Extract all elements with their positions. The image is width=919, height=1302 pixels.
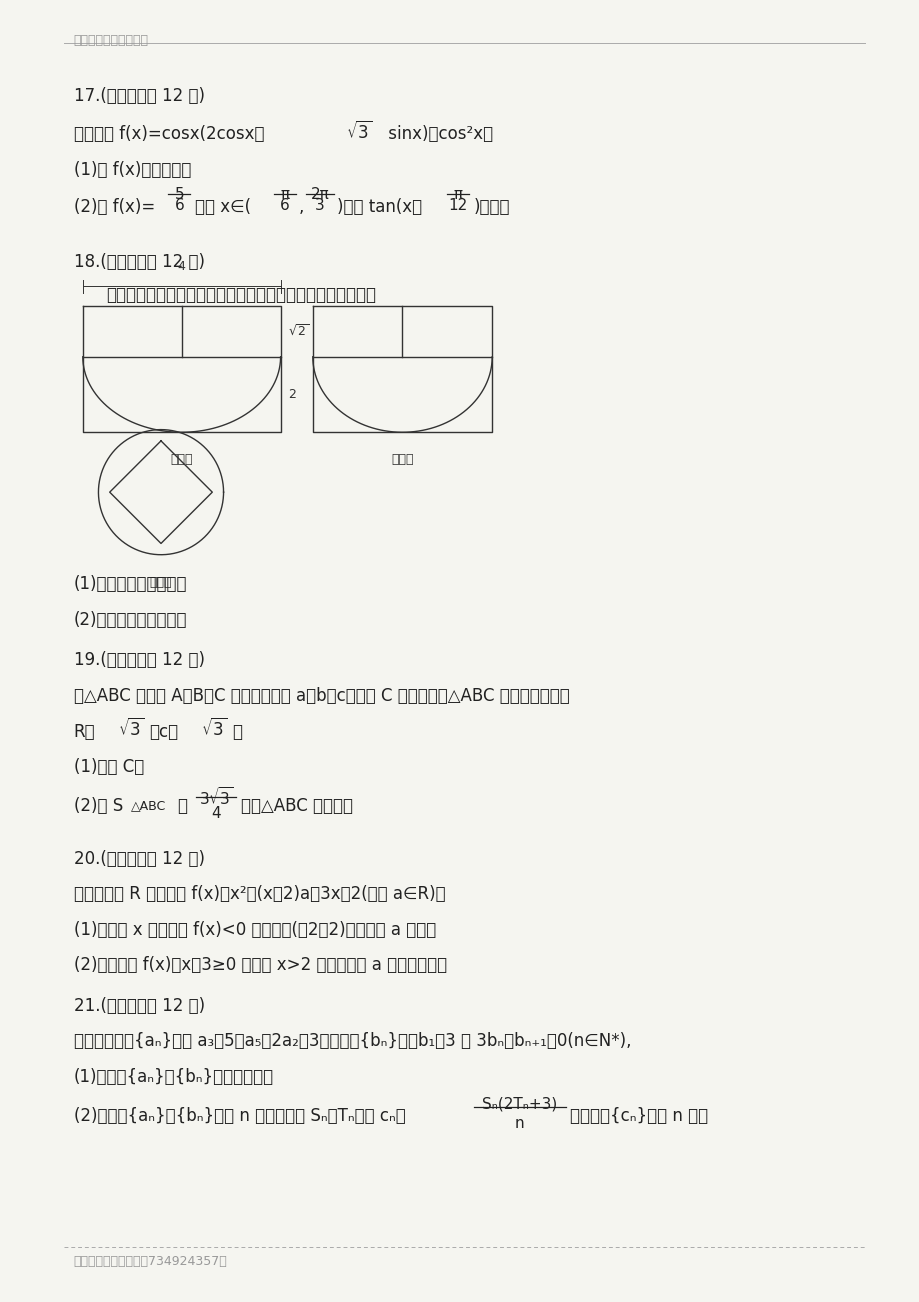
Text: 18.(本小题满分 12 分): 18.(本小题满分 12 分) [74, 253, 204, 271]
Text: 17.(本小题满分 12 分): 17.(本小题满分 12 分) [74, 87, 204, 104]
Text: 侧视图: 侧视图 [391, 453, 414, 466]
Text: )的值。: )的值。 [473, 198, 510, 216]
Text: $\sqrt{3}$: $\sqrt{3}$ [200, 717, 227, 740]
Text: (1)求角 C；: (1)求角 C； [74, 758, 143, 776]
Text: 3: 3 [315, 198, 324, 214]
Text: 。: 。 [232, 723, 242, 741]
Text: (2)求几何体的表面积。: (2)求几何体的表面积。 [74, 611, 187, 629]
Text: 在△ABC 中，角 A，B，C 的对边分别是 a，b，c，且角 C 是锐角，若△ABC 的外接圆半径为: 在△ABC 中，角 A，B，C 的对边分别是 a，b，c，且角 C 是锐角，若△… [74, 687, 569, 706]
Text: ，且 x∈(: ，且 x∈( [195, 198, 251, 216]
Text: (2)若 f(x)=: (2)若 f(x)= [74, 198, 154, 216]
Text: 高中数学资料共享群（734924357）: 高中数学资料共享群（734924357） [74, 1255, 227, 1268]
Text: Sₙ(2Tₙ+3): Sₙ(2Tₙ+3) [482, 1096, 557, 1112]
Text: 俯视图: 俯视图 [150, 575, 172, 589]
Text: $\sqrt{2}$: $\sqrt{2}$ [288, 324, 309, 339]
Text: 19.(本小题满分 12 分): 19.(本小题满分 12 分) [74, 651, 204, 669]
Text: π: π [280, 187, 289, 203]
Text: 5: 5 [175, 187, 184, 203]
Text: 2: 2 [288, 388, 296, 401]
Text: ，c＝: ，c＝ [149, 723, 178, 741]
Text: ，求△ABC 的周长。: ，求△ABC 的周长。 [241, 797, 353, 815]
Text: (1)若关于 x 的不等式 f(x)<0 的解集为(－2，2)，求实数 a 的值；: (1)若关于 x 的不等式 f(x)<0 的解集为(－2，2)，求实数 a 的值… [74, 921, 436, 939]
Text: $\sqrt{3}$: $\sqrt{3}$ [118, 717, 144, 740]
Text: 。求数列{cₙ}的前 n 项和: 。求数列{cₙ}的前 n 项和 [570, 1107, 708, 1125]
Text: (1)求数列{aₙ}，{bₙ}的通项公式；: (1)求数列{aₙ}，{bₙ}的通项公式； [74, 1068, 274, 1086]
Text: 正视图: 正视图 [170, 453, 193, 466]
Text: π: π [453, 187, 462, 203]
Text: n: n [515, 1116, 524, 1131]
Text: 已知函数 f(x)=cosx(2cosx＋: 已知函数 f(x)=cosx(2cosx＋ [74, 125, 264, 143]
Text: 21.(本小题满分 12 分): 21.(本小题满分 12 分) [74, 997, 205, 1016]
Text: (2)若不等式 f(x)－x＋3≥0 对任意 x>2 恒成立，求 a 的取值范围。: (2)若不等式 f(x)－x＋3≥0 对任意 x>2 恒成立，求 a 的取值范围… [74, 956, 447, 974]
Text: ,: , [299, 198, 304, 216]
Text: $3\sqrt{3}$: $3\sqrt{3}$ [199, 786, 233, 809]
Text: ＝: ＝ [177, 797, 187, 815]
Text: sinx)－cos²x。: sinx)－cos²x。 [382, 125, 493, 143]
Text: 2π: 2π [311, 187, 329, 203]
Text: 12: 12 [448, 198, 467, 214]
Text: (2)若 S: (2)若 S [74, 797, 123, 815]
Text: )，求 tan(x＋: )，求 tan(x＋ [336, 198, 422, 216]
Text: 关注公众号《品数学》: 关注公众号《品数学》 [74, 34, 149, 47]
Text: 6: 6 [175, 198, 184, 214]
Text: 6: 6 [280, 198, 289, 214]
Text: R＝: R＝ [74, 723, 96, 741]
Text: 已知一几何体的三视图如图所示，它的侧视图与正视图相同。: 已知一几何体的三视图如图所示，它的侧视图与正视图相同。 [106, 286, 375, 305]
Text: 4: 4 [177, 260, 186, 273]
Text: $\sqrt{3}$: $\sqrt{3}$ [346, 121, 372, 143]
Text: 已知等差数列{aₙ}满足 a₃＝5，a₅－2a₂＝3，又数列{bₙ}中，b₁＝3 且 3bₙ－bₙ₊₁＝0(n∈N*),: 已知等差数列{aₙ}满足 a₃＝5，a₅－2a₂＝3，又数列{bₙ}中，b₁＝3… [74, 1032, 630, 1051]
Text: 20.(本小题满分 12 分): 20.(本小题满分 12 分) [74, 850, 204, 868]
Text: (2)若数列{aₙ}，{bₙ}的前 n 项和分别是 Sₙ，Tₙ，且 cₙ＝: (2)若数列{aₙ}，{bₙ}的前 n 项和分别是 Sₙ，Tₙ，且 cₙ＝ [74, 1107, 405, 1125]
Text: △ABC: △ABC [130, 799, 165, 812]
Text: 4: 4 [211, 806, 221, 822]
Text: 已知定义在 R 上的函数 f(x)＝x²＋(x－2)a－3x＋2(其中 a∈R)。: 已知定义在 R 上的函数 f(x)＝x²＋(x－2)a－3x＋2(其中 a∈R)… [74, 885, 445, 904]
Text: (1)求 f(x)的最小值；: (1)求 f(x)的最小值； [74, 161, 191, 180]
Text: (1)求此几何体的体积；: (1)求此几何体的体积； [74, 575, 187, 594]
